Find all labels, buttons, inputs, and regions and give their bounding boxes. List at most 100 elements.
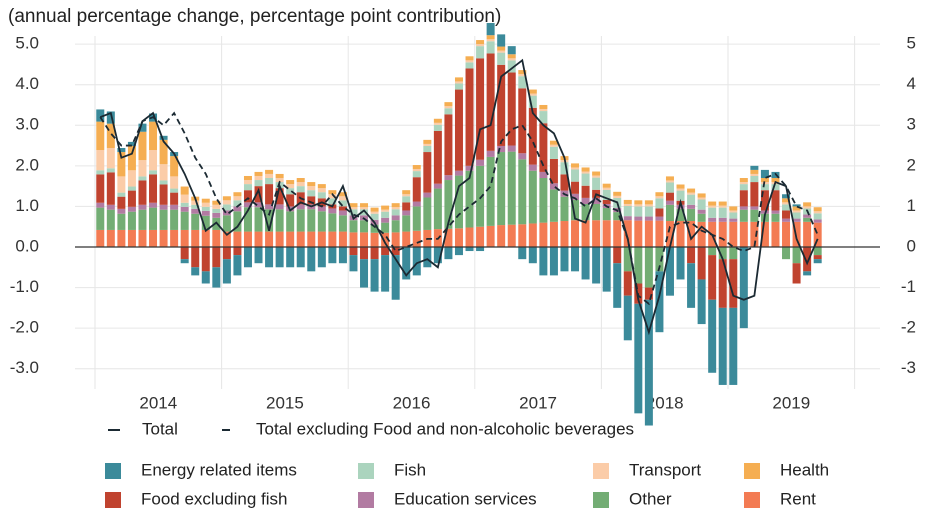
bar-segment [655,271,664,333]
bar-segment [127,186,136,191]
bar-segment [571,167,580,170]
bar-segment [370,259,379,292]
bar-segment [307,196,316,205]
bar-segment [539,178,548,223]
bar-segment [644,246,653,288]
bar-segment [687,194,696,205]
bar-segment [697,197,706,200]
bar-segment [581,171,590,174]
bar-segment [771,221,780,247]
bar-segment [644,299,653,426]
bar-segment [644,220,653,247]
bar-segment [623,295,632,341]
bar-segment [412,171,421,178]
bar-segment [317,231,326,247]
bar-segment [286,180,295,185]
bar-segment [465,227,474,247]
bar-segment [549,144,558,147]
bar-segment [265,184,274,205]
bar-segment [106,229,115,247]
bar-segment [476,58,485,160]
bar-segment [159,139,168,165]
bar-segment [402,190,411,195]
bar-segment [433,246,442,264]
bar-segment [676,184,685,189]
bar-segment [170,188,179,193]
x-tick-label: 2015 [266,393,304,412]
bar-segment [180,229,189,247]
bar-segment [328,190,337,195]
bar-segment [338,210,347,216]
bar-segment [623,271,632,296]
x-tick-label: 2014 [139,393,177,412]
bar-segment [180,246,189,260]
bar-segment [138,123,147,132]
bar-segment [360,207,369,210]
bar-segment [539,246,548,276]
x-tick-label: 2019 [772,393,810,412]
bar-segment [349,203,358,208]
bar-segment [655,198,664,209]
bar-segment [750,209,759,222]
bar-segment [507,151,516,225]
bar-segment [328,231,337,247]
bar-segment [444,106,453,109]
bar-segment [338,192,347,197]
bar-segment [180,259,189,264]
bar-segment [275,173,284,179]
bar-segment [528,89,537,94]
y2-tick-label: 1 [907,196,916,215]
bar-segment [243,207,252,232]
bar-segment [317,246,326,268]
bar-segment [222,204,231,211]
bar-segment [265,204,274,210]
bar-segment [233,246,242,256]
bar-segment [117,147,126,153]
bar-segment [96,202,105,208]
bar-segment [518,70,527,75]
bar-segment [539,104,548,110]
bar-segment [307,182,316,187]
bar-segment [613,246,622,264]
bar-segment [718,307,727,385]
bar-segment [476,165,485,227]
bar-segment [623,246,632,272]
bar-segment [360,259,369,288]
bar-segment [412,230,421,247]
bar-segment [687,246,696,264]
bar-segment [191,208,200,214]
bar-segment [233,192,242,197]
bar-segment [507,46,516,55]
bar-segment [412,206,421,231]
bar-segment [454,77,463,82]
bar-segment [655,216,664,221]
bar-segment [592,220,601,247]
bar-segment [623,220,632,247]
bar-segment [739,178,748,183]
bar-segment [634,216,643,221]
bar-segment [687,221,696,247]
bar-segment [328,208,337,214]
bar-segment [360,209,369,216]
bar-segment [803,206,812,209]
bar-segment [708,299,717,373]
bar-segment [106,172,115,205]
bar-segment [708,201,717,206]
bar-segment [96,207,105,230]
bar-segment [592,246,601,284]
bar-segment [782,198,791,203]
bar-segment [349,207,358,210]
bar-segment [370,211,379,214]
bar-segment [792,206,801,211]
bar-segment [180,202,189,207]
bar-segment [454,246,463,256]
bar-segment [771,184,780,191]
y2-tick-label: 2 [907,155,916,174]
bar-segment [391,232,400,247]
bar-segment [328,194,337,199]
bar-segment [265,173,274,179]
bar-segment [296,204,305,210]
bar-segment [117,229,126,247]
bar-segment [697,193,706,198]
bar-segment [507,58,516,61]
